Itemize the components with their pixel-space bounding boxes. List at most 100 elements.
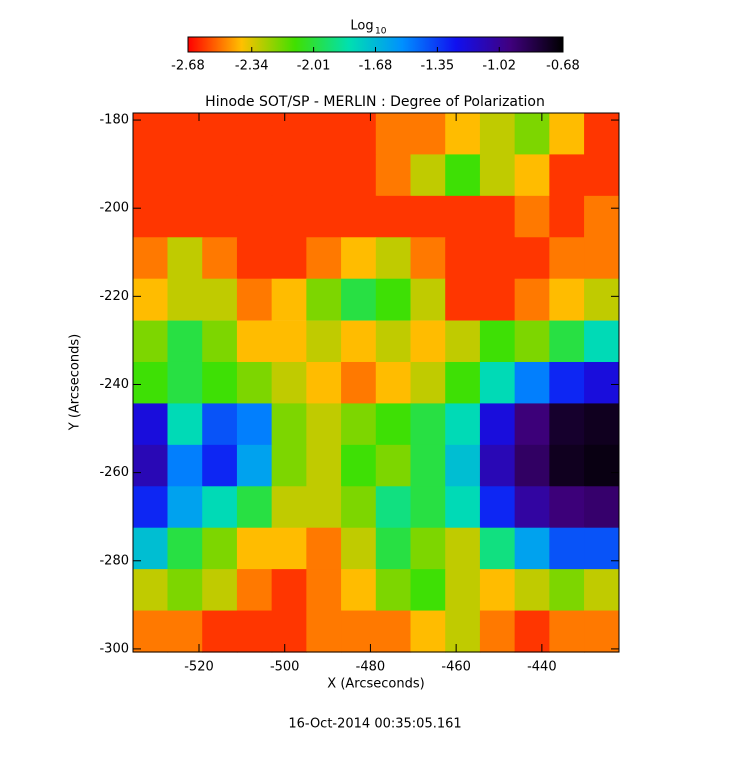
- heatmap-cell: [375, 361, 412, 405]
- heatmap-cell: [445, 527, 481, 570]
- heatmap-cell: [514, 403, 550, 446]
- heatmap-cell: [549, 361, 585, 405]
- heatmap-cell: [479, 278, 516, 321]
- colorbar-label: Log: [350, 19, 373, 34]
- plot-frame: [132, 112, 620, 653]
- heatmap-cell: [167, 154, 203, 197]
- x-tick-label: -460: [441, 660, 471, 675]
- colorbar-tick-label: -2.34: [235, 59, 269, 74]
- heatmap-cell: [549, 444, 585, 487]
- x-tick-label: -440: [527, 660, 557, 675]
- y-tick-label: -260: [99, 465, 129, 480]
- heatmap-cell: [445, 610, 481, 653]
- chart-title: Hinode SOT/SP - MERLIN : Degree of Polar…: [205, 94, 545, 110]
- heatmap-cell: [341, 112, 377, 156]
- heatmap-cell: [306, 195, 342, 238]
- heatmap-cell: [375, 154, 412, 197]
- heatmap-cell: [132, 527, 169, 570]
- heatmap-cell: [236, 444, 273, 487]
- heatmap-cell: [410, 237, 446, 280]
- heatmap-cell: [132, 444, 169, 487]
- heatmap-cell: [202, 112, 238, 156]
- heatmap-cell: [271, 154, 307, 197]
- heatmap-cell: [549, 486, 585, 529]
- heatmap-cell: [341, 237, 377, 280]
- heatmap-cell: [271, 444, 307, 487]
- heatmap-cell: [584, 569, 620, 612]
- heatmap-cell: [202, 486, 238, 529]
- heatmap-cell: [479, 195, 516, 238]
- colorbar-tick-label: -1.35: [421, 59, 455, 74]
- heatmap-cell: [236, 154, 273, 197]
- heatmap-cell: [341, 403, 377, 446]
- colorbar-tick-label: -2.68: [171, 59, 205, 74]
- heatmap-cell: [479, 361, 516, 405]
- heatmap-cell: [236, 320, 273, 363]
- heatmap-cell: [236, 361, 273, 405]
- heatmap-cell: [445, 278, 481, 321]
- heatmap-cell: [479, 112, 516, 156]
- heatmap-cell: [410, 486, 446, 529]
- x-tick-label: -520: [184, 660, 214, 675]
- heatmap-cell: [306, 112, 342, 156]
- heatmap-cell: [271, 486, 307, 529]
- heatmap-cell: [167, 569, 203, 612]
- heatmap-cell: [236, 278, 273, 321]
- heatmap-cell: [375, 237, 412, 280]
- heatmap-cell: [549, 195, 585, 238]
- heatmap-cell: [306, 361, 342, 405]
- heatmap-cell: [549, 320, 585, 363]
- heatmap-cell: [410, 195, 446, 238]
- heatmap-cell: [549, 278, 585, 321]
- heatmap-cell: [341, 320, 377, 363]
- y-tick-label: -240: [99, 377, 129, 392]
- heatmap-cell: [271, 112, 307, 156]
- heatmap-cell: [236, 403, 273, 446]
- heatmap-cell: [479, 527, 516, 570]
- heatmap-cell: [514, 154, 550, 197]
- heatmap-cell: [202, 403, 238, 446]
- heatmap-cell: [410, 527, 446, 570]
- heatmap-cell: [236, 610, 273, 653]
- heatmap-cell: [236, 112, 273, 156]
- heatmap-cell: [375, 112, 412, 156]
- heatmap-cell: [584, 195, 620, 238]
- heatmap-cell: [479, 569, 516, 612]
- heatmap-cell: [410, 444, 446, 487]
- heatmap-cell: [375, 527, 412, 570]
- heatmap-cell: [167, 610, 203, 653]
- y-tick-label: -220: [99, 289, 129, 304]
- heatmap-cell: [306, 403, 342, 446]
- heatmap-cell: [445, 569, 481, 612]
- heatmap-cell: [375, 403, 412, 446]
- heatmap-cell: [167, 237, 203, 280]
- heatmap-cell: [202, 361, 238, 405]
- heatmap-cell: [167, 361, 203, 405]
- heatmap-cell: [375, 486, 412, 529]
- heatmap-cell: [479, 403, 516, 446]
- heatmap-cell: [410, 361, 446, 405]
- heatmap-cell: [479, 486, 516, 529]
- heatmap-cell: [132, 154, 169, 197]
- heatmap-cell: [549, 237, 585, 280]
- heatmap-cell: [202, 237, 238, 280]
- heatmap-cell: [410, 154, 446, 197]
- heatmap-cell: [514, 569, 550, 612]
- heatmap-cell: [375, 320, 412, 363]
- heatmap-cell: [271, 610, 307, 653]
- heatmap-cell: [202, 278, 238, 321]
- heatmap-cell: [271, 195, 307, 238]
- heatmap-cell: [132, 195, 169, 238]
- heatmap-cell: [410, 610, 446, 653]
- heatmap-cell: [514, 278, 550, 321]
- heatmap-cell: [167, 403, 203, 446]
- heatmap-cell: [514, 610, 550, 653]
- heatmap-cell: [584, 403, 620, 446]
- heatmap-cell: [514, 361, 550, 405]
- heatmap-cell: [445, 112, 481, 156]
- heatmap-cell: [167, 444, 203, 487]
- heatmap-cell: [479, 320, 516, 363]
- heatmap-cell: [341, 610, 377, 653]
- heatmap-cell: [375, 610, 412, 653]
- heatmap-cell: [375, 569, 412, 612]
